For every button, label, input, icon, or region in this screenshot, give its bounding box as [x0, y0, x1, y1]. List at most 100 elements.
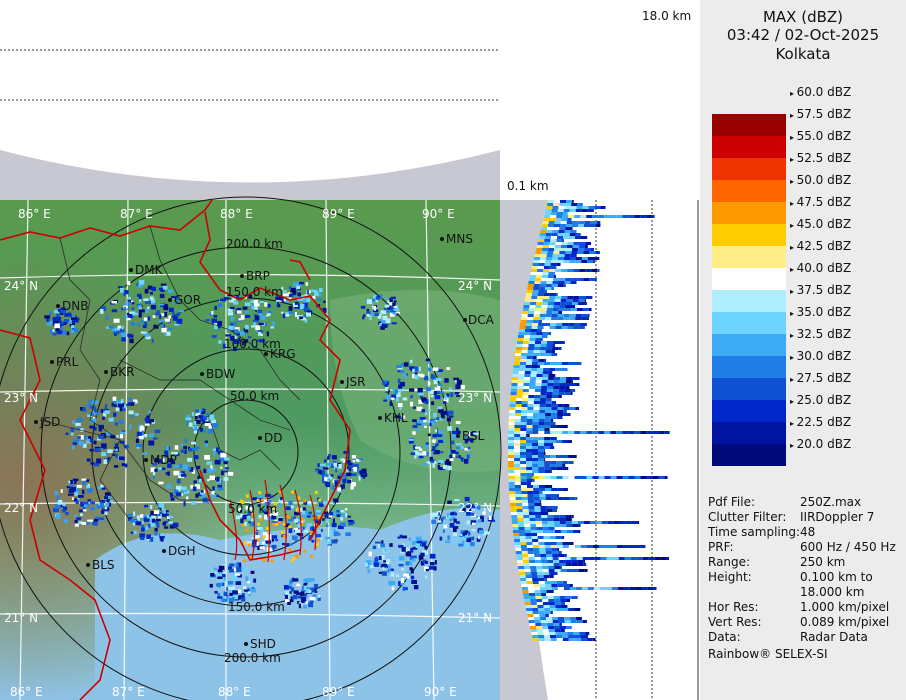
legend-tick-icon: ▸: [790, 309, 797, 318]
station-gor: GOR: [174, 293, 202, 307]
legend-tick-icon: ▸: [790, 199, 797, 208]
legend-tick-icon: ▸: [790, 155, 797, 164]
footer-credit: Rainbow® SELEX-SI: [708, 647, 828, 661]
lon-label-90-top: 90° E: [422, 207, 455, 221]
legend-tick-icon: ▸: [790, 243, 797, 252]
station-dot: [162, 549, 166, 553]
legend-swatch: [712, 312, 786, 334]
station-dot: [104, 370, 108, 374]
station-dot: [258, 436, 262, 440]
station-dgh: DGH: [168, 544, 196, 558]
legend-swatch: [712, 378, 786, 400]
info-value: IIRDoppler 7: [800, 510, 875, 524]
info-value: 1.000 km/pixel: [800, 600, 890, 614]
station-dot: [129, 268, 133, 272]
station-mns: MNS: [446, 232, 473, 246]
info-key: Height:: [708, 570, 752, 584]
legend-label: ▸ 47.5 dBZ: [790, 195, 852, 209]
lon-label-87-bottom: 87° E: [112, 685, 145, 699]
legend-label: ▸ 32.5 dBZ: [790, 327, 852, 341]
lon-label-89-bottom: 89° E: [322, 685, 355, 699]
legend-label: ▸ 25.0 dBZ: [790, 393, 852, 407]
legend-label: ▸ 60.0 dBZ: [790, 85, 852, 99]
legend-swatch: [712, 114, 786, 136]
legend-label: ▸ 20.0 dBZ: [790, 437, 852, 451]
lat-label-24-left: 24° N: [4, 279, 39, 293]
station-dot: [463, 318, 467, 322]
info-key: Hor Res:: [708, 600, 759, 614]
legend-tick-icon: ▸: [790, 441, 797, 450]
station-dot: [200, 372, 204, 376]
legend-tick-icon: ▸: [790, 331, 797, 340]
station-dot: [240, 274, 244, 278]
station-dot: [86, 563, 90, 567]
info-key: Vert Res:: [708, 615, 762, 629]
legend-swatch: [712, 136, 786, 158]
legend-tick-icon: ▸: [790, 287, 797, 296]
legend-swatch: [712, 290, 786, 312]
legend-tick-icon: ▸: [790, 133, 797, 142]
range-label-50-s: 50.0 km: [228, 502, 278, 516]
info-key: PRF:: [708, 540, 734, 554]
station-dot: [340, 380, 344, 384]
info-value: 250 km: [800, 555, 846, 569]
info-value: Radar Data: [800, 630, 868, 644]
station-prl: PRL: [56, 355, 79, 369]
station-dot: [56, 304, 60, 308]
legend-tick-icon: ▸: [790, 177, 797, 186]
legend-label: ▸ 37.5 dBZ: [790, 283, 852, 297]
station-dot: [34, 420, 38, 424]
legend-datetime: 03:42 / 02-Oct-2025: [726, 26, 880, 44]
legend-label: ▸ 57.5 dBZ: [790, 107, 852, 121]
lat-label-22-left: 22° N: [4, 501, 39, 515]
station-jsd: JSD: [40, 415, 61, 429]
info-value: 250Z.max: [800, 495, 862, 509]
station-dot: [50, 360, 54, 364]
station-bdw: BDW: [206, 367, 236, 381]
lat-label-22-right: 22° N: [458, 501, 493, 515]
legend-tick-icon: ▸: [790, 375, 797, 384]
station-mdp: MDP: [150, 453, 177, 467]
legend-tick-icon: ▸: [790, 265, 797, 274]
legend-label: ▸ 55.0 dBZ: [790, 129, 852, 143]
lon-label-86-top: 86° E: [18, 207, 51, 221]
legend-swatch: [712, 444, 786, 466]
legend-label: ▸ 50.0 dBZ: [790, 173, 852, 187]
legend-swatch: [712, 246, 786, 268]
top-height-label: 18.0 km: [642, 9, 692, 23]
info-value: 0.089 km/pixel: [800, 615, 890, 629]
info-value: 48: [800, 525, 816, 539]
range-label-200-s: 200.0 km: [224, 651, 281, 665]
legend-label: ▸ 27.5 dBZ: [790, 371, 852, 385]
range-label-200-n: 200.0 km: [226, 237, 283, 251]
station-dot: [244, 642, 248, 646]
lon-label-87-top: 87° E: [120, 207, 153, 221]
station-dd: DD: [264, 431, 283, 445]
lon-label-86-bottom: 86° E: [10, 685, 43, 699]
side-cross-section: [500, 200, 700, 700]
legend-tick-icon: ▸: [790, 419, 797, 428]
station-khl: KHL: [384, 411, 408, 425]
legend-swatch: [712, 180, 786, 202]
info-value: 0.100 km to: [800, 570, 873, 584]
info-key: Range:: [708, 555, 751, 569]
legend-tick-icon: ▸: [790, 397, 797, 406]
info-value: 600 Hz / 450 Hz: [800, 540, 896, 554]
legend-top-blank: [712, 70, 786, 114]
station-dot: [440, 237, 444, 241]
range-label-150-s: 150.0 km: [228, 600, 285, 614]
lat-label-23-left: 23° N: [4, 391, 39, 405]
info-value: 18.000 km: [800, 585, 865, 599]
legend-station: Kolkata: [775, 45, 831, 63]
station-dmk: DMK: [135, 263, 163, 277]
station-bkr: BKR: [110, 365, 135, 379]
lat-label-23-right: 23° N: [458, 391, 493, 405]
legend-label: ▸ 40.0 dBZ: [790, 261, 852, 275]
station-dca: DCA: [468, 313, 494, 327]
lat-label-24-right: 24° N: [458, 279, 493, 293]
legend-swatch: [712, 400, 786, 422]
side-height-label: 0.1 km: [507, 179, 549, 193]
station-brp: BRP: [246, 269, 270, 283]
legend-swatch: [712, 356, 786, 378]
